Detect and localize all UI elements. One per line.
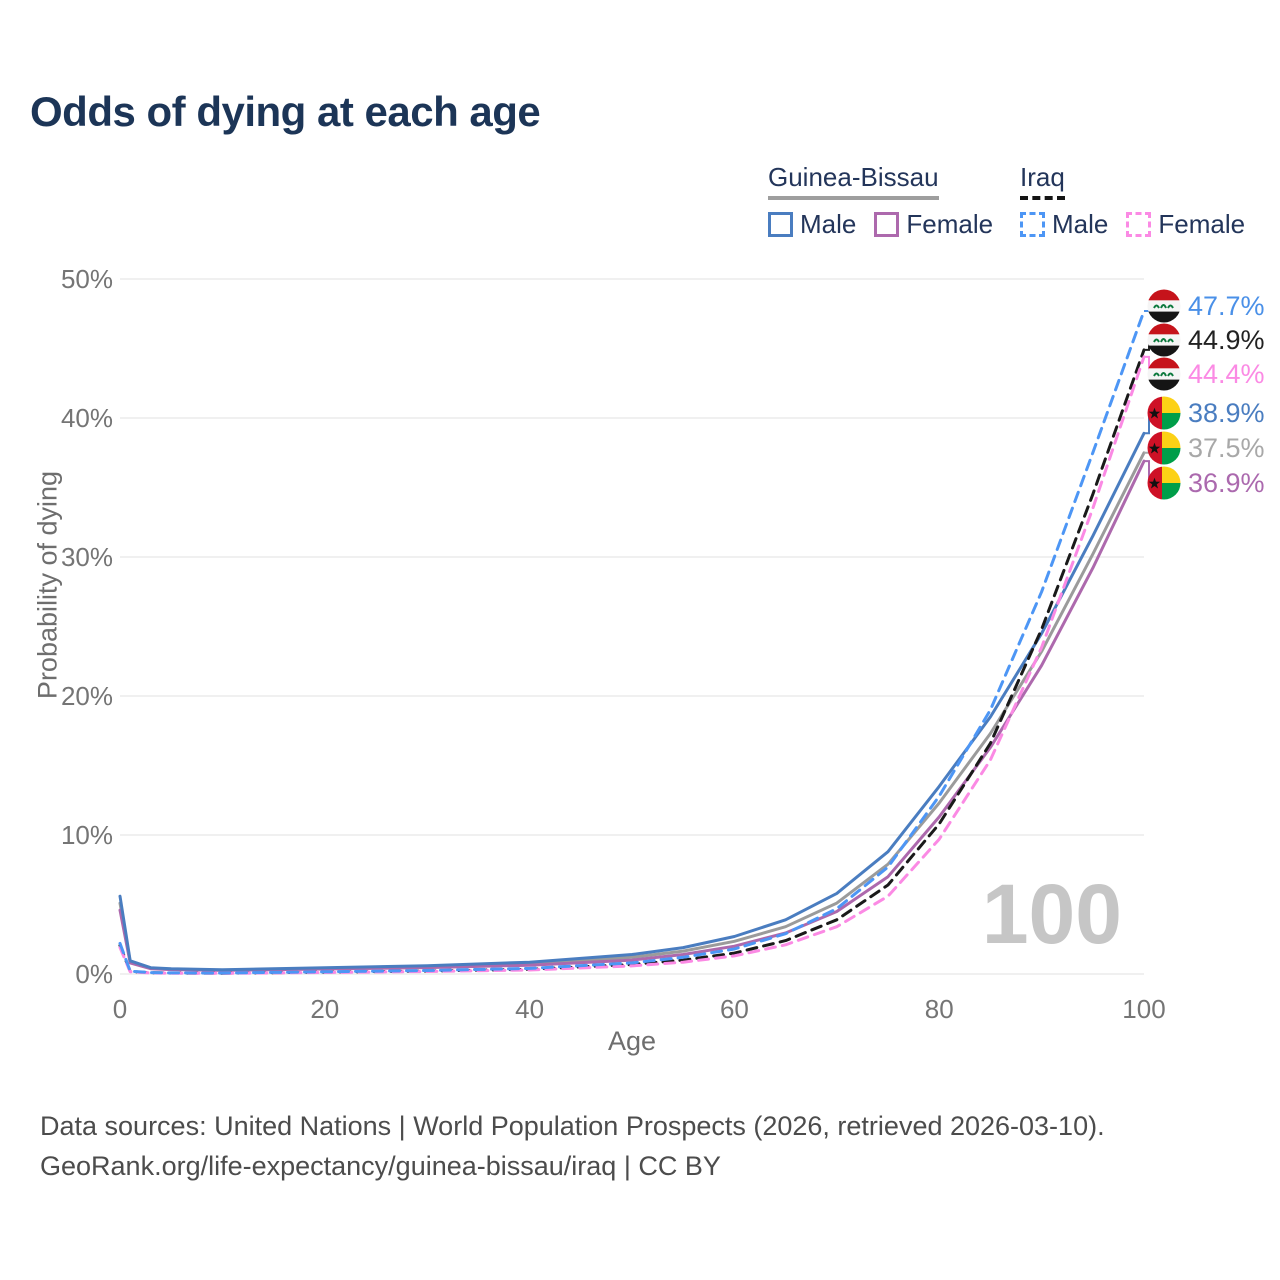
x-tick-label: 0 [113,994,127,1024]
guinea-bissau-flag-icon [1147,431,1181,465]
attribution-line: GeoRank.org/life-expectancy/guinea-bissa… [40,1151,721,1181]
x-tick-label: 100 [1122,994,1165,1024]
line-gb-male[interactable] [118,431,1146,972]
end-label-gb-all: 37.5% [1147,431,1265,465]
end-value-gb-female: 36.9% [1188,467,1265,498]
legend-country-iraq[interactable]: Iraq [1020,162,1065,200]
end-value-gb-male: 38.9% [1188,397,1265,428]
end-label-iraq-all: 44.9% [1147,323,1265,357]
end-value-iraq-female: 44.4% [1188,358,1265,389]
x-axis-title: Age [607,1026,657,1056]
page-title: Odds of dying at each age [30,88,541,135]
legend-group-guinea-bissau: Guinea-Bissau Male Female [768,162,1011,240]
end-value-iraq-all: 44.9% [1188,324,1265,355]
legend-group-iraq: Iraq Male Female [1020,162,1263,240]
end-label-iraq-female: 44.4% [1147,357,1265,391]
end-value-iraq-male: 47.7% [1188,290,1265,321]
iraq-flag-icon [1147,323,1181,357]
legend-country-guinea-bissau[interactable]: Guinea-Bissau [768,162,939,200]
legend-label-iraq-female[interactable]: Female [1158,209,1246,239]
y-tick-label: 0% [75,959,113,989]
legend-label-gb-female[interactable]: Female [906,209,994,239]
legend-swatch-gb-female[interactable] [874,212,900,237]
y-axis-title: Probability of dying [32,470,63,700]
legend-label-iraq-male[interactable]: Male [1052,209,1109,239]
end-label-gb-female: 36.9% [1147,466,1265,500]
guinea-bissau-flag-icon [1147,396,1181,430]
legend-swatch-iraq-female[interactable] [1126,212,1152,237]
footer: Data sources: United Nations | World Pop… [40,1106,1105,1186]
x-tick-label: 20 [310,994,339,1024]
guinea-bissau-flag-icon [1147,466,1181,500]
age-counter-watermark: 100 [981,867,1122,961]
y-tick-label: 10% [61,820,113,850]
iraq-flag-icon [1147,357,1181,391]
y-tick-label: 20% [61,681,113,711]
x-tick-label: 40 [515,994,544,1024]
legend-swatch-iraq-male[interactable] [1020,212,1045,237]
end-value-gb-all: 37.5% [1188,432,1265,463]
line-iraq-male[interactable] [118,309,1146,975]
x-tick-label: 60 [720,994,749,1024]
end-label-gb-male: 38.9% [1147,396,1265,430]
y-tick-label: 40% [61,403,113,433]
x-tick-label: 80 [925,994,954,1024]
y-tick-label: 30% [61,542,113,572]
end-label-iraq-male: 47.7% [1147,289,1265,323]
y-tick-label: 50% [61,264,113,294]
iraq-flag-icon [1147,289,1181,323]
legend-label-gb-male[interactable]: Male [800,209,857,239]
legend-swatch-gb-male[interactable] [768,212,793,237]
data-sources-line: Data sources: United Nations | World Pop… [40,1111,1105,1141]
